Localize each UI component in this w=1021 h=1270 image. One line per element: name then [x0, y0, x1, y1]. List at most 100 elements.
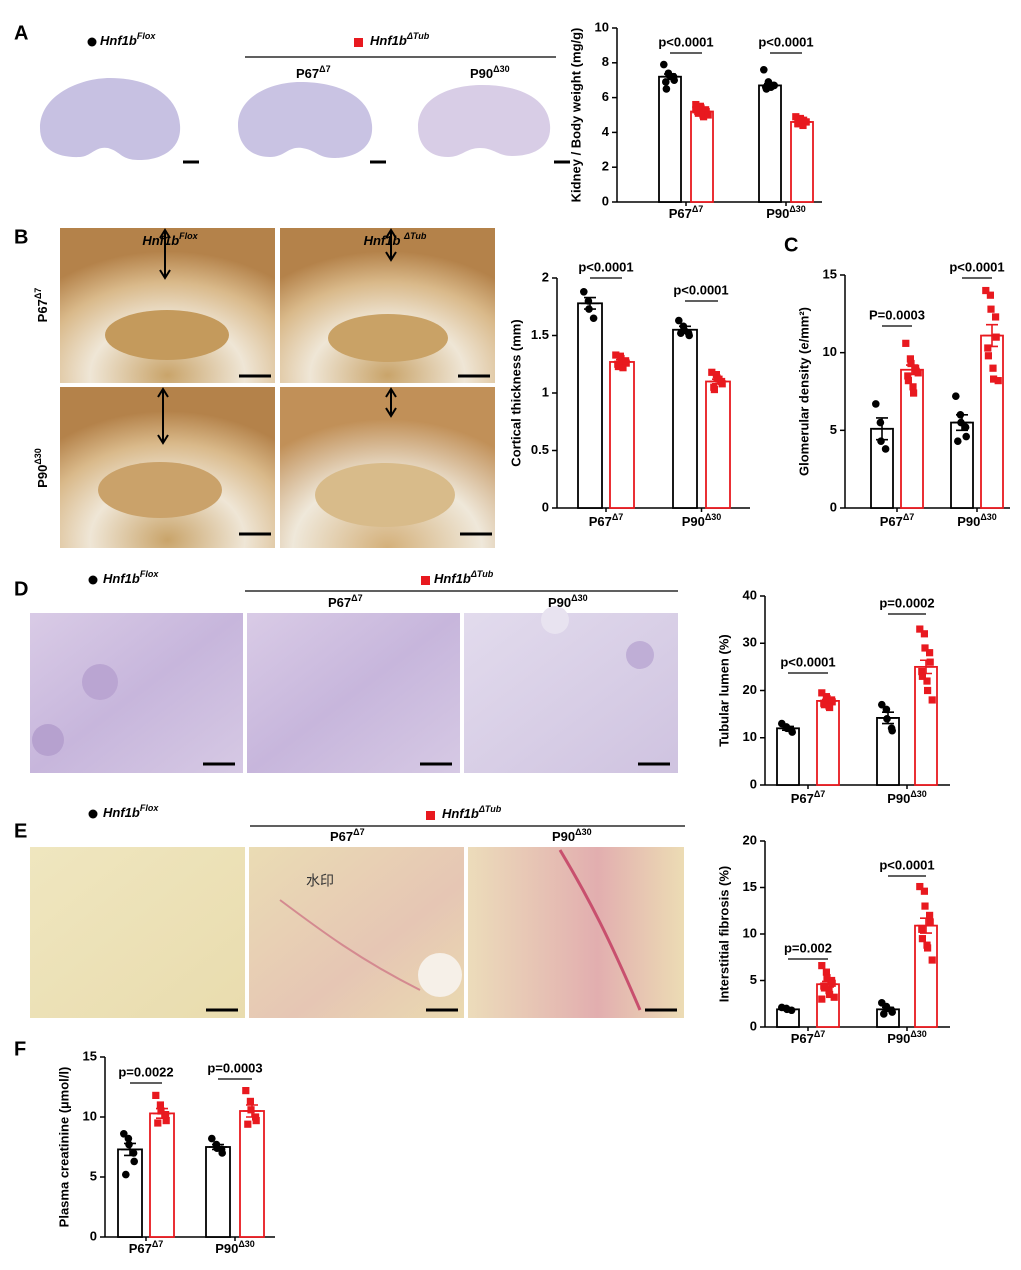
label: P90	[548, 595, 571, 610]
data-point	[928, 696, 936, 704]
data-point	[246, 1097, 254, 1105]
data-point	[878, 700, 886, 709]
panel-label: D	[14, 578, 28, 600]
y-tick-label: 6	[602, 89, 609, 104]
label: P67	[669, 206, 692, 221]
bar	[609, 361, 635, 509]
x-tick-label: P67Δ7	[791, 789, 826, 806]
label-sup: Δ30	[789, 204, 805, 214]
data-point	[888, 1008, 896, 1016]
y-tick-label: 15	[83, 1048, 97, 1063]
significance-label: P=0.0003	[869, 307, 925, 322]
data-point	[247, 1106, 255, 1114]
data-point	[692, 106, 700, 114]
label-sup: Δ30	[571, 593, 587, 603]
label-sup: Flox	[137, 31, 156, 41]
label-sup: Δ7	[152, 1239, 163, 1249]
group-label: P67Δ7	[330, 827, 365, 844]
y-tick-label: 10	[743, 925, 757, 940]
label: P67	[296, 66, 319, 81]
data-point	[818, 995, 826, 1003]
data-point	[700, 113, 708, 121]
label: Hnf1b	[100, 33, 137, 48]
error-bar	[917, 659, 935, 675]
data-point	[954, 437, 962, 446]
data-point	[986, 291, 994, 299]
data-point	[918, 668, 926, 676]
data-point	[800, 116, 808, 124]
y-tick-label: 20	[743, 832, 757, 847]
y-axis-title: Kidney / Body weight (mg/g)	[568, 28, 583, 203]
label: P67	[880, 514, 903, 529]
data-point	[589, 314, 598, 323]
data-point	[984, 352, 992, 360]
label-sup: Δ7	[612, 512, 623, 522]
y-axis-title: Plasma creatinine (µmol/l)	[56, 1067, 71, 1228]
label-sup: Δ30	[493, 64, 509, 74]
label-sup: Δ7	[692, 204, 703, 214]
bar-chart: 0 5 10 15 20 Interstitial fibrosis (%) P67Δ7 p=…	[716, 832, 950, 1046]
bar	[117, 1148, 143, 1238]
label: P90	[215, 1241, 238, 1256]
data-point	[990, 375, 998, 383]
y-tick-label: 2	[542, 269, 549, 284]
x-tick-label: P90Δ30	[957, 512, 997, 529]
label-sup: ΔTub	[406, 31, 430, 41]
data-point	[928, 956, 936, 964]
data-point	[685, 331, 693, 340]
bar	[790, 121, 814, 203]
y-axis-title: Tubular lumen (%)	[716, 634, 731, 746]
row-label: P90Δ30	[33, 448, 50, 488]
y-tick-label: 4	[602, 124, 610, 139]
legend-marker	[354, 38, 363, 47]
x-tick-label: P67Δ7	[589, 512, 624, 529]
sirius-images	[30, 847, 684, 1018]
bar	[690, 110, 714, 203]
data-point	[242, 1087, 250, 1095]
data-point	[916, 625, 924, 633]
x-tick-label: P67Δ7	[669, 204, 704, 221]
column-label: Hnf1b ΔTub	[364, 231, 427, 248]
data-point	[130, 1157, 138, 1166]
label-sup: Δ30	[910, 789, 926, 799]
y-tick-label: 5	[830, 422, 837, 437]
data-point	[952, 392, 960, 400]
y-tick-label: 10	[823, 344, 837, 359]
y-axis-title: Cortical thickness (mm)	[508, 319, 523, 466]
data-point	[828, 698, 836, 706]
y-tick-label: 15	[743, 879, 757, 894]
data-point	[818, 689, 826, 697]
data-point	[984, 344, 992, 352]
data-point	[910, 389, 918, 397]
data-point	[920, 887, 928, 895]
data-point	[788, 728, 796, 736]
legend-marker	[87, 37, 97, 47]
data-point	[154, 1119, 162, 1127]
data-point	[580, 288, 588, 296]
label-sup: Flox	[179, 231, 198, 241]
label: P67	[328, 595, 351, 610]
x-tick-label: P67Δ7	[129, 1239, 164, 1256]
data-point	[614, 362, 622, 371]
y-axis-title: Glomerular density (e/mm²)	[796, 307, 811, 476]
data-point	[918, 935, 926, 943]
significance-label: p<0.0001	[673, 282, 728, 297]
label-sup: Δ30	[910, 1029, 926, 1039]
data-point	[710, 385, 718, 394]
data-point	[880, 1010, 888, 1018]
label-sup: ΔTub	[403, 231, 427, 241]
data-point	[926, 911, 934, 919]
data-point	[822, 968, 830, 976]
data-point	[218, 1149, 226, 1157]
label: Hnf1b	[442, 806, 479, 821]
bar	[672, 328, 698, 509]
bar-chart: 0 10 20 30 40 Tubular lumen (%) P67Δ7 p<0.0001 P…	[716, 587, 950, 806]
label: P90	[957, 514, 980, 529]
legend-label: Hnf1bFlox	[103, 803, 159, 820]
data-point	[828, 979, 836, 987]
data-point	[826, 703, 834, 712]
data-point	[619, 364, 627, 372]
group-label: P90Δ30	[548, 593, 588, 610]
bar	[758, 84, 782, 203]
data-point	[924, 686, 932, 695]
